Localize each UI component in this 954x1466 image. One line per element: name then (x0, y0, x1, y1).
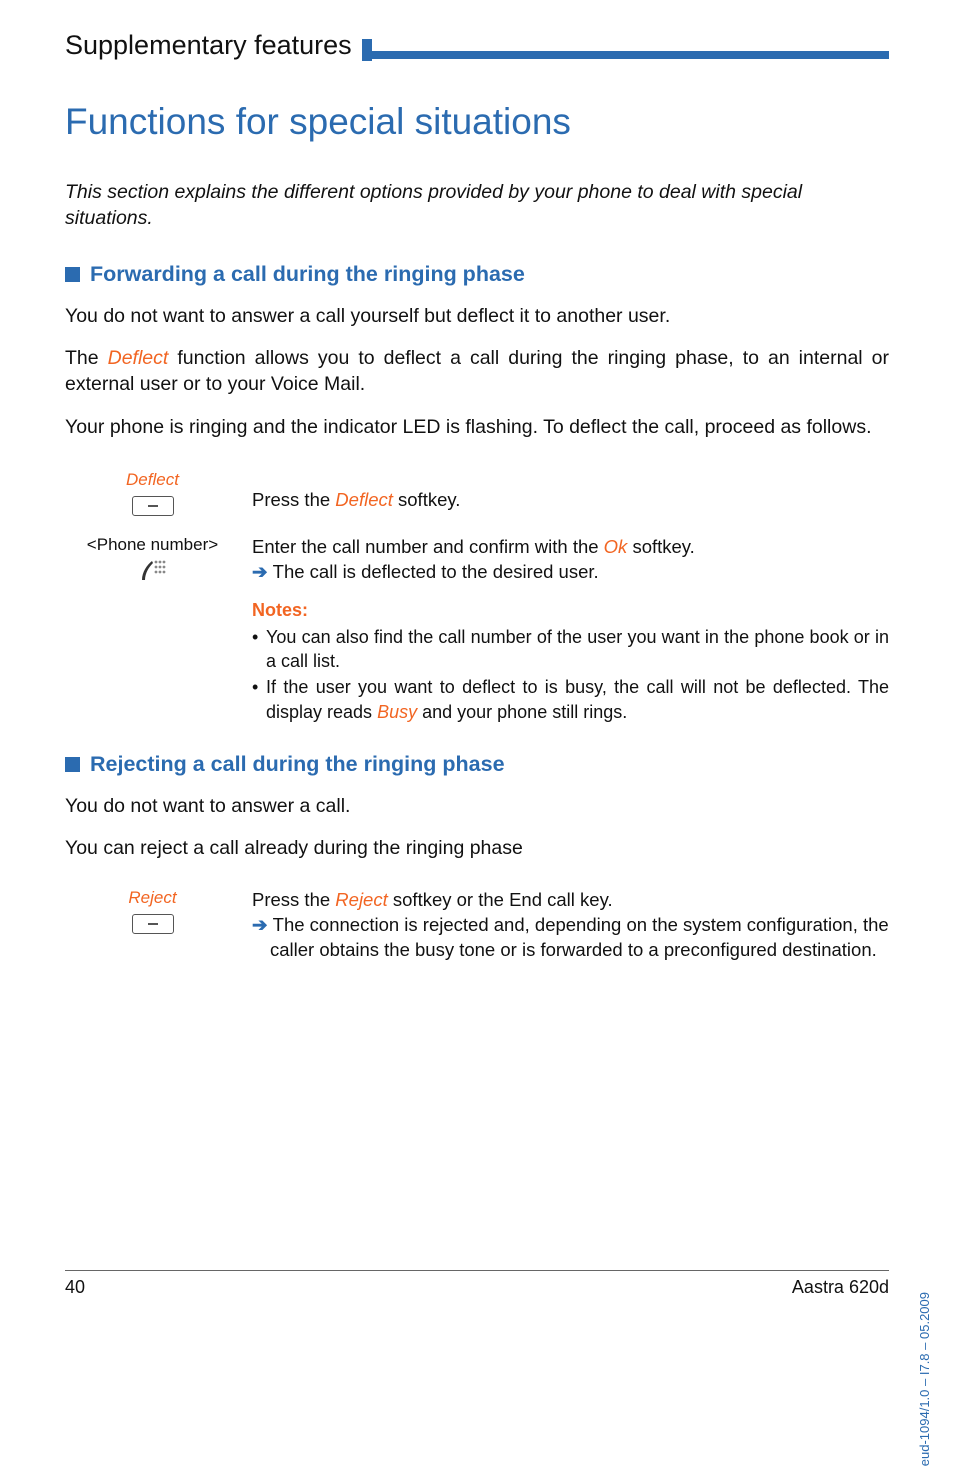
chapter-bar-thick (362, 39, 372, 61)
reject-step1-em: Reject (335, 889, 387, 910)
page-footer: 40 Aastra 620d (65, 1270, 889, 1298)
arrow-icon: ➔ (252, 561, 273, 582)
section-bullet-icon (65, 757, 80, 772)
forward-step2-em: Ok (604, 536, 628, 557)
forward-step1-label: Deflect (65, 470, 240, 490)
forward-step2-text: Enter the call number and confirm with t… (240, 535, 889, 586)
forward-p2-pre: The (65, 347, 108, 369)
reject-result-line: ➔ The connection is rejected and, depend… (252, 913, 889, 963)
reject-p2: You can reject a call already during the… (65, 835, 889, 861)
forward-step1-left: Deflect (65, 470, 240, 521)
forward-step2: <Phone number> Enter the call number and… (65, 535, 889, 586)
reject-step1-pre: Press the (252, 889, 335, 910)
forward-step1-text: Press the Deflect softkey. (240, 470, 889, 521)
product-name: Aastra 620d (792, 1277, 889, 1298)
side-document-id: eud-1094/1.0 – I7.8 – 05.2009 (917, 1292, 932, 1466)
section-title-forward: Forwarding a call during the ringing pha… (90, 262, 525, 287)
page-root: Supplementary features Functions for spe… (0, 0, 954, 1352)
forward-step1: Deflect Press the Deflect softkey. (65, 470, 889, 521)
forward-step2-left: <Phone number> (65, 535, 240, 586)
note2-post: and your phone still rings. (417, 702, 627, 722)
forward-step1-pre: Press the (252, 489, 335, 510)
forward-step2-pre: Enter the call number and confirm with t… (252, 536, 604, 557)
forward-step2-post: softkey. (627, 536, 695, 557)
forward-step2-label: <Phone number> (65, 535, 240, 555)
note-2: If the user you want to deflect to is bu… (252, 675, 889, 724)
page-title: Functions for special situations (65, 101, 889, 143)
reject-step1-left: Reject (65, 888, 240, 963)
chapter-bar-thin (372, 51, 889, 59)
forward-step2-result: The call is deflected to the desired use… (273, 561, 599, 582)
note-1: You can also find the call number of the… (252, 625, 889, 674)
reject-p1: You do not want to answer a call. (65, 793, 889, 819)
forward-p2-post: function allows you to deflect a call du… (65, 347, 889, 395)
reject-step1-text: Press the Reject softkey or the End call… (240, 888, 889, 963)
section-title-reject: Rejecting a call during the ringing phas… (90, 752, 505, 777)
forward-step1-em: Deflect (335, 489, 393, 510)
forward-notes: Notes: You can also find the call number… (252, 600, 889, 724)
intro-text: This section explains the different opti… (65, 179, 889, 232)
keypad-icon (139, 559, 167, 586)
reject-step1-label: Reject (65, 888, 240, 908)
chapter-title: Supplementary features (65, 30, 358, 61)
notes-list: You can also find the call number of the… (252, 625, 889, 724)
notes-title: Notes: (252, 600, 889, 621)
chapter-header: Supplementary features (65, 30, 889, 61)
forward-p2: The Deflect function allows you to defle… (65, 345, 889, 398)
reject-step1-result: The connection is rejected and, dependin… (270, 914, 889, 960)
section-bullet-icon (65, 267, 80, 282)
page-number: 40 (65, 1277, 85, 1298)
arrow-icon: ➔ (252, 914, 273, 935)
section-heading-reject: Rejecting a call during the ringing phas… (65, 752, 889, 777)
softkey-icon (132, 496, 174, 516)
note2-em: Busy (377, 702, 417, 722)
reject-step1: Reject Press the Reject softkey or the E… (65, 888, 889, 963)
section-heading-forward: Forwarding a call during the ringing pha… (65, 262, 889, 287)
reject-step1-post: softkey or the End call key. (388, 889, 613, 910)
forward-p2-em: Deflect (108, 347, 169, 369)
forward-step1-post: softkey. (393, 489, 461, 510)
forward-p3: Your phone is ringing and the indicator … (65, 414, 889, 440)
softkey-icon (132, 914, 174, 934)
forward-p1: You do not want to answer a call yoursel… (65, 303, 889, 329)
